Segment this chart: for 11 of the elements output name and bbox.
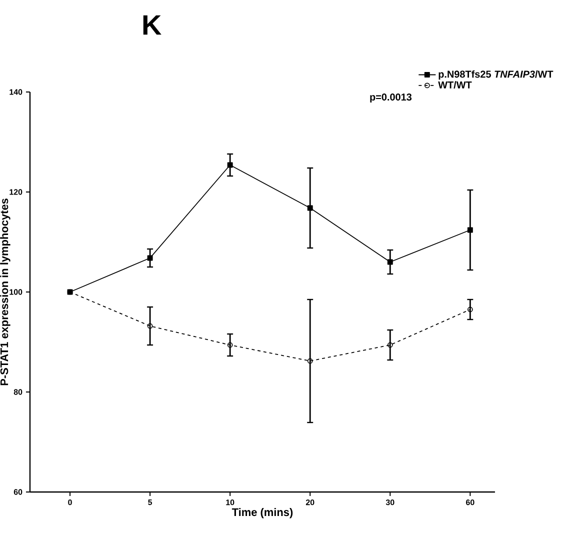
point	[467, 227, 473, 233]
point	[307, 205, 313, 211]
point	[387, 259, 393, 265]
legend-label: p.N98Tfs25 TNFAIP3/WT	[438, 70, 554, 80]
legend-label: WT/WT	[438, 81, 472, 89]
y-axis-title: P-STAT1 expression in lymphocytes	[0, 198, 10, 386]
point	[227, 162, 233, 168]
chart-title: K	[143, 15, 162, 35]
point	[147, 255, 153, 261]
x-axis-title: Time (mins)	[232, 508, 293, 518]
annotation: p=0.0013	[370, 94, 412, 103]
